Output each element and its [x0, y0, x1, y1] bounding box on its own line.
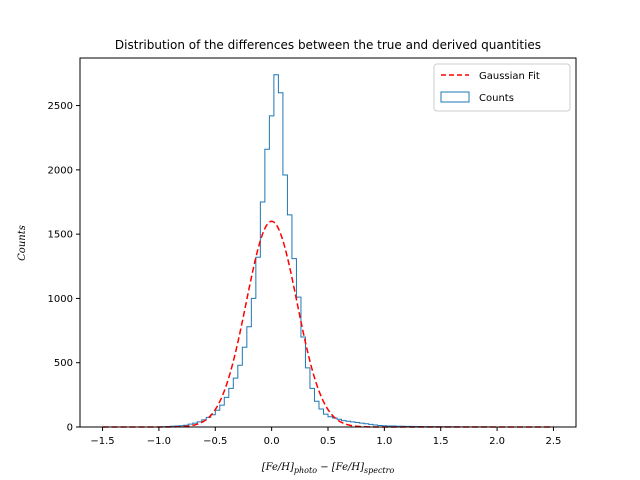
legend-fit-label: Gaussian Fit	[479, 71, 540, 82]
x-tick-label: 2.5	[546, 436, 562, 447]
x-tick-label: −1.5	[90, 436, 114, 447]
y-tick-label: 500	[54, 358, 73, 369]
x-tick-label: 1.0	[376, 436, 392, 447]
x-tick-label: 0.0	[264, 436, 280, 447]
x-tick-label: −1.0	[147, 436, 171, 447]
y-tick-label: 1500	[48, 230, 73, 241]
xlabel-base-2: [Fe/H]	[332, 462, 364, 473]
y-tick-label: 1000	[48, 294, 73, 305]
x-tick-label: 0.5	[320, 436, 336, 447]
y-tick-label: 2500	[48, 101, 73, 112]
x-tick-label: −0.5	[203, 436, 227, 447]
legend-counts-swatch	[440, 91, 470, 103]
xlabel-sub-1: photo	[294, 466, 317, 475]
x-tick-label: 2.0	[489, 436, 505, 447]
legend-counts-label: Counts	[479, 93, 514, 104]
x-tick-label: 1.5	[433, 436, 449, 447]
y-axis-label: Counts	[17, 225, 28, 261]
axes: −1.5 −1.0 −0.5 0.0 0.5 1.0 1.5 2.0 2.5 0 500 1000 15…	[48, 57, 577, 447]
y-tick-label: 2000	[48, 165, 73, 176]
xlabel-sub-2: spectro	[364, 466, 394, 475]
xlabel-minus: −	[317, 462, 332, 473]
legend: Gaussian Fit Counts	[433, 63, 571, 112]
x-axis-label: [Fe/H]photo − [Fe/H]spectro	[262, 462, 395, 475]
chart-title: Distribution of the differences between …	[115, 38, 541, 52]
xlabel-base-1: [Fe/H]	[262, 462, 294, 473]
y-tick-label: 0	[67, 423, 73, 434]
